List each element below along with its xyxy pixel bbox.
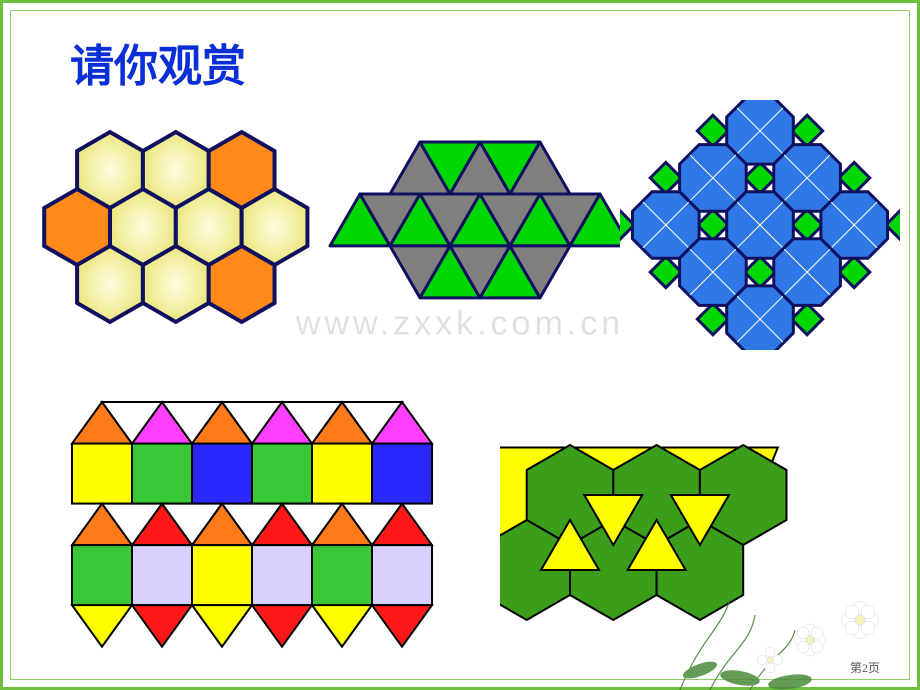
page-number: 第2页 [850,659,880,676]
figure-1-hexagons [40,120,320,340]
figure-4-strip [70,400,434,649]
flowers-decoration [660,560,920,690]
figure-3-octagons [620,100,900,350]
figure-2-triangles [320,130,620,330]
page-title-text: 请你观赏 [70,42,246,91]
slide-page: 请你观赏 www.zxxk.com.cn 第2页 [0,0,920,690]
page-title: 请你观赏 [70,30,246,94]
